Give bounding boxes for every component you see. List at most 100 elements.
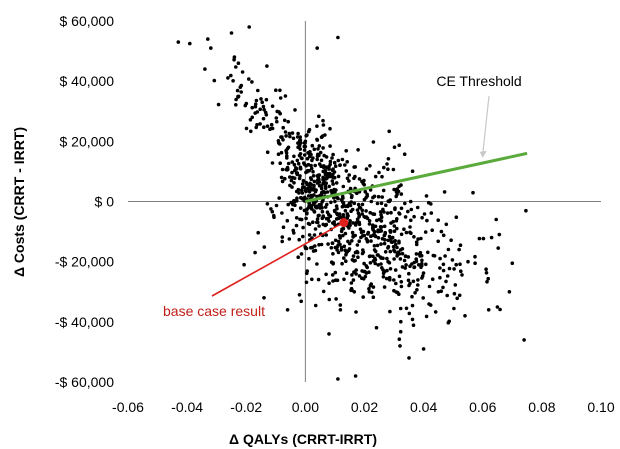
data-point xyxy=(416,263,421,267)
data-point xyxy=(332,222,336,226)
data-point xyxy=(371,195,375,200)
data-point xyxy=(348,223,352,228)
data-point xyxy=(234,97,238,102)
data-point xyxy=(357,215,361,219)
data-point xyxy=(299,299,304,304)
data-point xyxy=(247,77,251,81)
data-point xyxy=(420,215,424,220)
data-point xyxy=(285,154,289,158)
data-point xyxy=(280,239,285,244)
data-point xyxy=(261,116,266,121)
data-point xyxy=(188,41,192,46)
data-point xyxy=(436,239,441,244)
data-point xyxy=(321,181,325,186)
data-point xyxy=(392,278,396,282)
data-point xyxy=(395,245,399,250)
data-point xyxy=(430,277,435,282)
data-point xyxy=(416,283,420,287)
data-point xyxy=(344,169,349,173)
data-point xyxy=(363,189,368,194)
data-point xyxy=(253,102,258,106)
data-point xyxy=(424,194,429,198)
data-point xyxy=(404,230,409,235)
data-point xyxy=(321,146,325,150)
data-point xyxy=(359,235,363,240)
data-point xyxy=(235,88,240,93)
data-point xyxy=(312,147,317,152)
data-point xyxy=(327,332,331,336)
data-point xyxy=(383,269,387,274)
data-point xyxy=(354,272,358,276)
data-point xyxy=(305,156,310,161)
data-point xyxy=(330,179,335,183)
data-point xyxy=(315,46,320,50)
data-point xyxy=(254,125,258,130)
data-point xyxy=(409,207,414,212)
data-point xyxy=(385,256,389,261)
data-point xyxy=(278,96,283,100)
y-tick-label: $ 20,000 xyxy=(60,133,115,149)
data-point xyxy=(309,182,314,187)
data-point xyxy=(421,271,426,275)
data-point xyxy=(495,305,500,309)
data-point xyxy=(369,199,374,204)
data-point xyxy=(349,288,353,293)
data-point xyxy=(484,267,488,272)
data-point xyxy=(374,325,379,330)
data-point xyxy=(297,293,302,297)
data-point xyxy=(322,190,326,194)
data-point xyxy=(289,178,294,183)
data-point xyxy=(473,261,477,266)
data-point xyxy=(310,158,314,163)
data-point xyxy=(294,189,299,194)
data-point xyxy=(375,243,380,248)
data-point xyxy=(450,258,455,262)
data-point xyxy=(375,218,379,223)
data-point xyxy=(350,239,354,243)
data-point xyxy=(347,179,351,183)
data-point xyxy=(415,205,420,210)
data-point xyxy=(333,278,338,283)
data-point xyxy=(365,239,370,244)
data-point xyxy=(265,124,270,128)
data-point xyxy=(318,150,323,155)
data-point xyxy=(326,242,330,246)
data-point xyxy=(494,217,499,222)
data-point xyxy=(285,168,289,172)
data-point xyxy=(349,209,353,213)
data-point xyxy=(265,64,269,68)
data-point xyxy=(281,138,285,142)
data-point xyxy=(325,202,329,207)
data-point xyxy=(320,209,325,214)
data-point xyxy=(236,61,241,65)
data-point xyxy=(410,317,415,322)
data-point xyxy=(432,254,437,258)
data-point xyxy=(403,215,408,219)
data-point xyxy=(383,250,388,254)
data-point xyxy=(323,168,328,173)
data-point xyxy=(392,257,396,261)
data-point xyxy=(292,162,297,167)
data-point xyxy=(397,274,402,279)
data-point xyxy=(398,306,403,311)
data-point xyxy=(294,216,299,220)
ce-threshold-group xyxy=(305,95,528,203)
data-point xyxy=(486,276,491,281)
data-point xyxy=(339,248,344,252)
data-point xyxy=(333,199,337,204)
data-point xyxy=(327,297,332,302)
data-point xyxy=(286,145,291,150)
x-tick-label: 0.10 xyxy=(587,399,614,415)
data-point xyxy=(419,236,423,241)
data-point xyxy=(407,271,411,276)
data-point xyxy=(250,80,254,84)
data-point xyxy=(376,228,380,232)
data-point xyxy=(394,281,398,286)
data-point xyxy=(317,153,321,158)
data-point xyxy=(292,176,297,180)
data-point xyxy=(212,78,217,83)
data-point xyxy=(438,275,442,280)
ce-threshold-arrow xyxy=(482,95,490,154)
base-case-pointer xyxy=(211,223,341,297)
data-point xyxy=(379,262,383,266)
